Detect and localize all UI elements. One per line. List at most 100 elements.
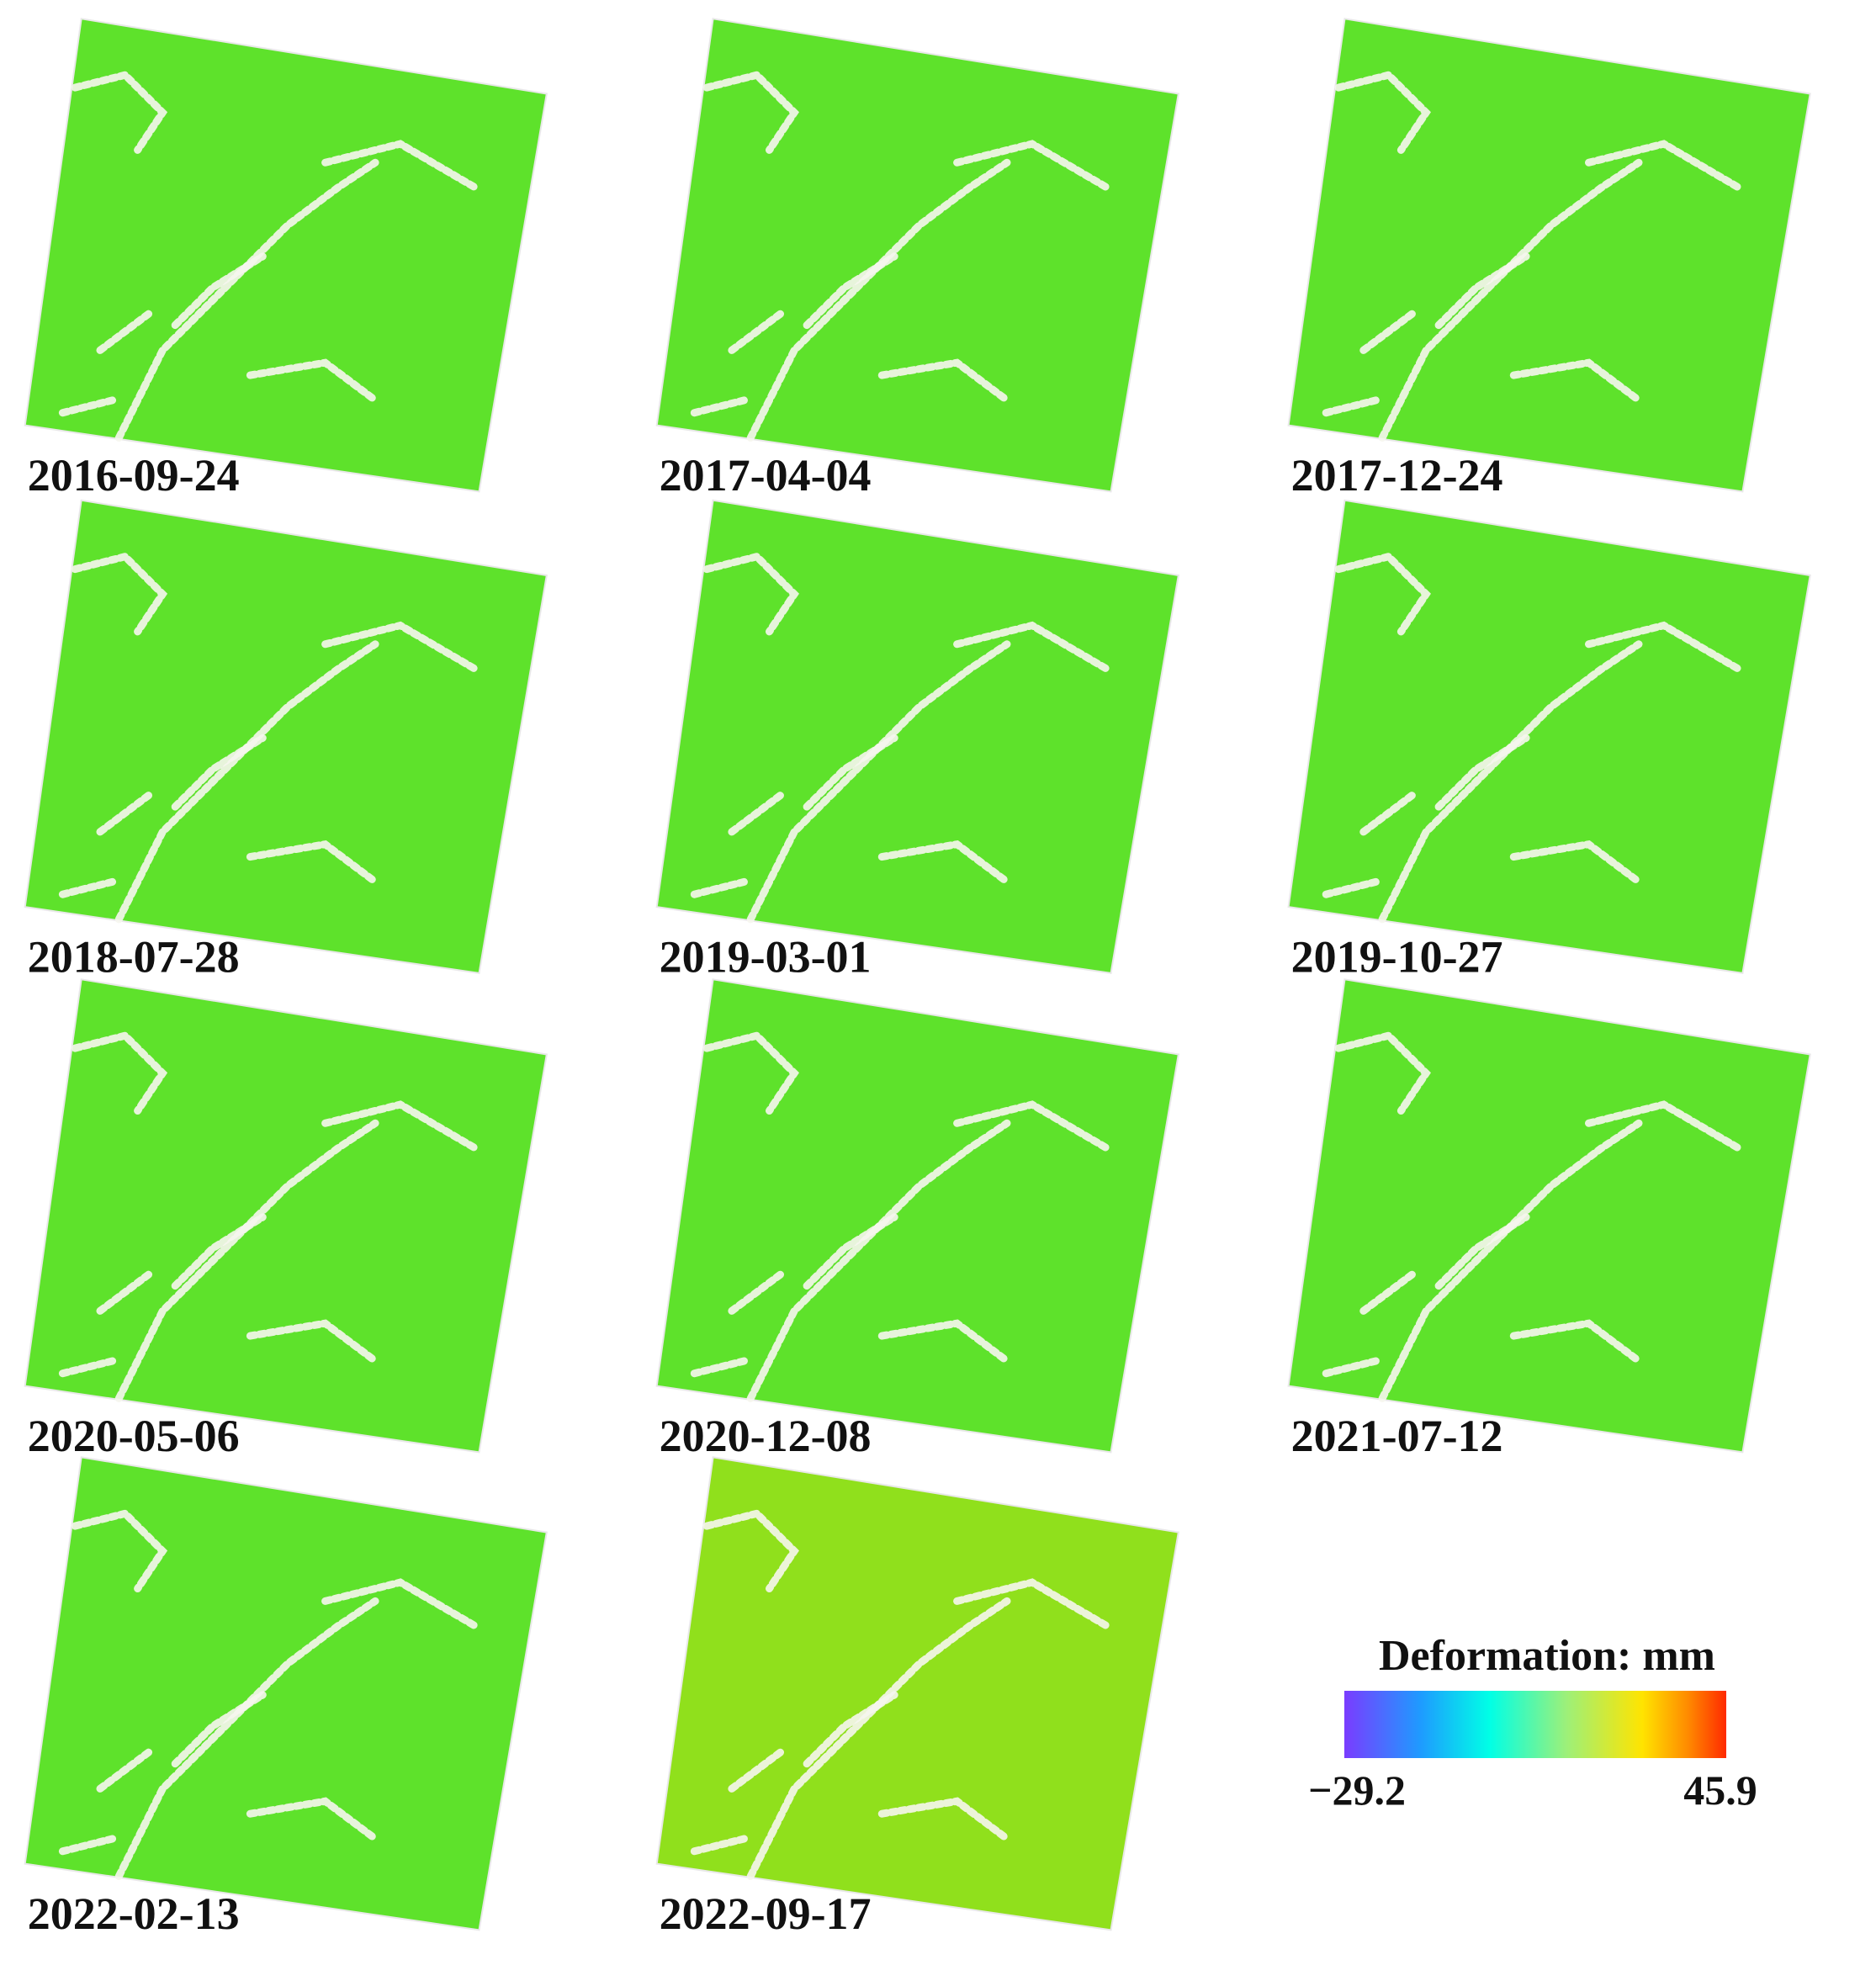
map-panel: 2016-09-24 [24,18,548,501]
map-panel: 2020-12-08 [655,978,1179,1461]
date-label: 2017-04-04 [660,450,872,501]
terrain-streak [96,1269,154,1315]
terrain-streak [321,140,480,192]
deformation-map [1287,978,1811,1454]
terrain-streak [953,621,1111,673]
colorbar-max: 45.9 [1683,1766,1757,1814]
terrain-streak [1585,1100,1743,1152]
terrain-streak [171,1691,267,1768]
terrain-streak [877,840,1011,886]
terrain-streak [171,1213,267,1290]
terrain-streak [1322,877,1381,898]
terrain-streak [803,1691,898,1768]
terrain-streak [321,1100,480,1152]
terrain-streak [246,1319,379,1365]
terrain-streak [96,790,154,836]
deformation-map [1287,499,1811,975]
terrain-streak [171,252,267,330]
terrain-streak [728,1269,786,1315]
terrain-streak [71,552,168,636]
terrain-streak [1585,621,1743,673]
date-label: 2016-09-24 [28,450,240,501]
map-panel: 2021-07-12 [1287,978,1811,1461]
terrain-streak [690,877,749,898]
map-panel: 2019-03-01 [655,499,1179,982]
terrain-streak [690,396,749,417]
terrain-streak [171,734,267,811]
date-label: 2020-05-06 [28,1411,240,1461]
terrain-streak [953,140,1111,192]
deformation-map [655,1456,1179,1931]
terrain-streak [246,840,379,886]
terrain-streak [877,358,1011,405]
colorbar-title: Deformation: mm [1379,1632,1715,1680]
terrain-streak [1334,552,1431,636]
terrain-streak [1509,1319,1643,1365]
map-panel: 2019-10-27 [1287,499,1811,982]
terrain-streak [702,1031,799,1115]
terrain-streak [1585,140,1743,192]
terrain-streak [71,71,168,154]
deformation-map [24,978,548,1454]
terrain-streak [953,1578,1111,1630]
date-label: 2018-07-28 [28,931,240,982]
terrain-streak [1334,1031,1431,1115]
terrain-streak [58,1357,117,1378]
terrain-streak [702,1509,799,1592]
terrain-streak [96,309,154,354]
deformation-map [24,1456,548,1931]
terrain-streak [728,790,786,836]
terrain-streak [1509,358,1643,405]
terrain-streak [71,1509,168,1592]
colorbar-gradient [1344,1691,1726,1758]
terrain-streak [702,71,799,154]
terrain-streak [803,1213,898,1290]
terrain-streak [877,1797,1011,1843]
map-panel: 2022-02-13 [24,1456,548,1939]
terrain-streak [58,1835,117,1856]
deformation-map [24,499,548,975]
terrain-streak [953,1100,1111,1152]
deformation-map [655,18,1179,493]
terrain-streak [321,1578,480,1630]
terrain-streak [1434,734,1530,811]
terrain-streak [1359,1269,1418,1315]
terrain-streak [1509,840,1643,886]
terrain-streak [690,1835,749,1856]
map-panel: 2017-04-04 [655,18,1179,501]
colorbar: Deformation: mm −29.2 45.9 [1308,1632,1757,1814]
date-label: 2017-12-24 [1291,450,1503,501]
terrain-streak [1322,1357,1381,1378]
terrain-streak [1434,252,1530,330]
terrain-streak [1359,309,1418,354]
date-label: 2022-02-13 [28,1888,240,1939]
terrain-streak [58,396,117,417]
terrain-streak [58,877,117,898]
terrain-streak [71,1031,168,1115]
terrain-streak [246,358,379,405]
panels: 2016-09-24 2017-04-04 2017-12-24 2018-07-28… [24,18,1811,1939]
terrain-streak [1434,1213,1530,1290]
terrain-streak [728,309,786,354]
terrain-streak [1334,71,1431,154]
terrain-streak [321,621,480,673]
terrain-streak [690,1357,749,1378]
colorbar-min: −29.2 [1308,1766,1406,1814]
deformation-map [24,18,548,493]
map-panel: 2020-05-06 [24,978,548,1461]
terrain-streak [246,1797,379,1843]
terrain-streak [1359,790,1418,836]
map-panel: 2018-07-28 [24,499,548,982]
terrain-streak [1322,396,1381,417]
deformation-map [655,499,1179,975]
date-label: 2020-12-08 [660,1411,872,1461]
date-label: 2019-03-01 [660,931,872,982]
terrain-streak [803,252,898,330]
terrain-streak [803,734,898,811]
terrain-streak [96,1747,154,1793]
date-label: 2019-10-27 [1291,931,1503,982]
terrain-streak [877,1319,1011,1365]
terrain-streak [702,552,799,636]
